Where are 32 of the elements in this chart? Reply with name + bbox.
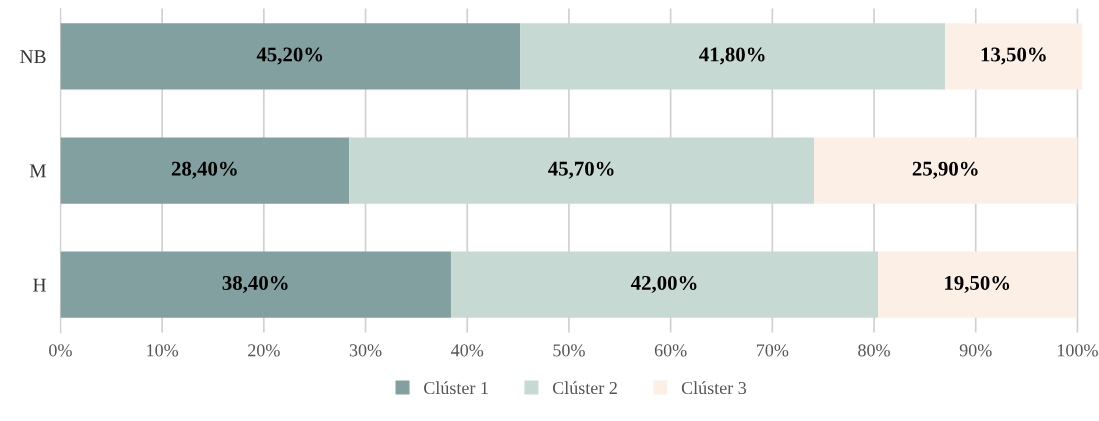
x-tick-label: 80% [858,344,890,357]
y-tick-label: H [33,278,46,292]
bar [60,23,521,90]
x-tick-label: 40% [451,344,484,357]
bar [878,251,1077,318]
legend-label: Clúster 2 [552,381,617,395]
data-label: 13,50% [981,47,1046,65]
data-label: 45,70% [548,161,614,179]
x-tick-label: 0% [49,344,72,357]
data-label: 42,00% [630,275,697,293]
x-tick-label: 10% [147,344,179,357]
data-label: 19,50% [945,275,1010,293]
x-tick-label: 90% [959,344,992,357]
bar [814,137,1078,204]
data-label: 25,90% [912,161,978,179]
data-label: 45,20% [256,47,323,65]
x-tick-label: 70% [756,344,789,357]
x-tick-label: 100% [1057,344,1098,357]
y-tick-label: M [29,164,46,178]
legend-label: Clúster 1 [424,381,488,395]
data-label: 28,40% [171,161,237,179]
x-tick-label: 30% [349,344,382,357]
legend-label: Clúster 3 [681,381,747,395]
bar [945,23,1083,90]
data-label: 41,80% [699,47,765,65]
bar [60,137,350,204]
x-tick-label: 20% [248,344,280,357]
x-tick-label: 50% [553,344,585,357]
data-label: 38,40% [222,275,288,293]
y-tick-label: NB [20,50,46,64]
x-tick-label: 60% [654,344,687,357]
bar [60,251,451,318]
